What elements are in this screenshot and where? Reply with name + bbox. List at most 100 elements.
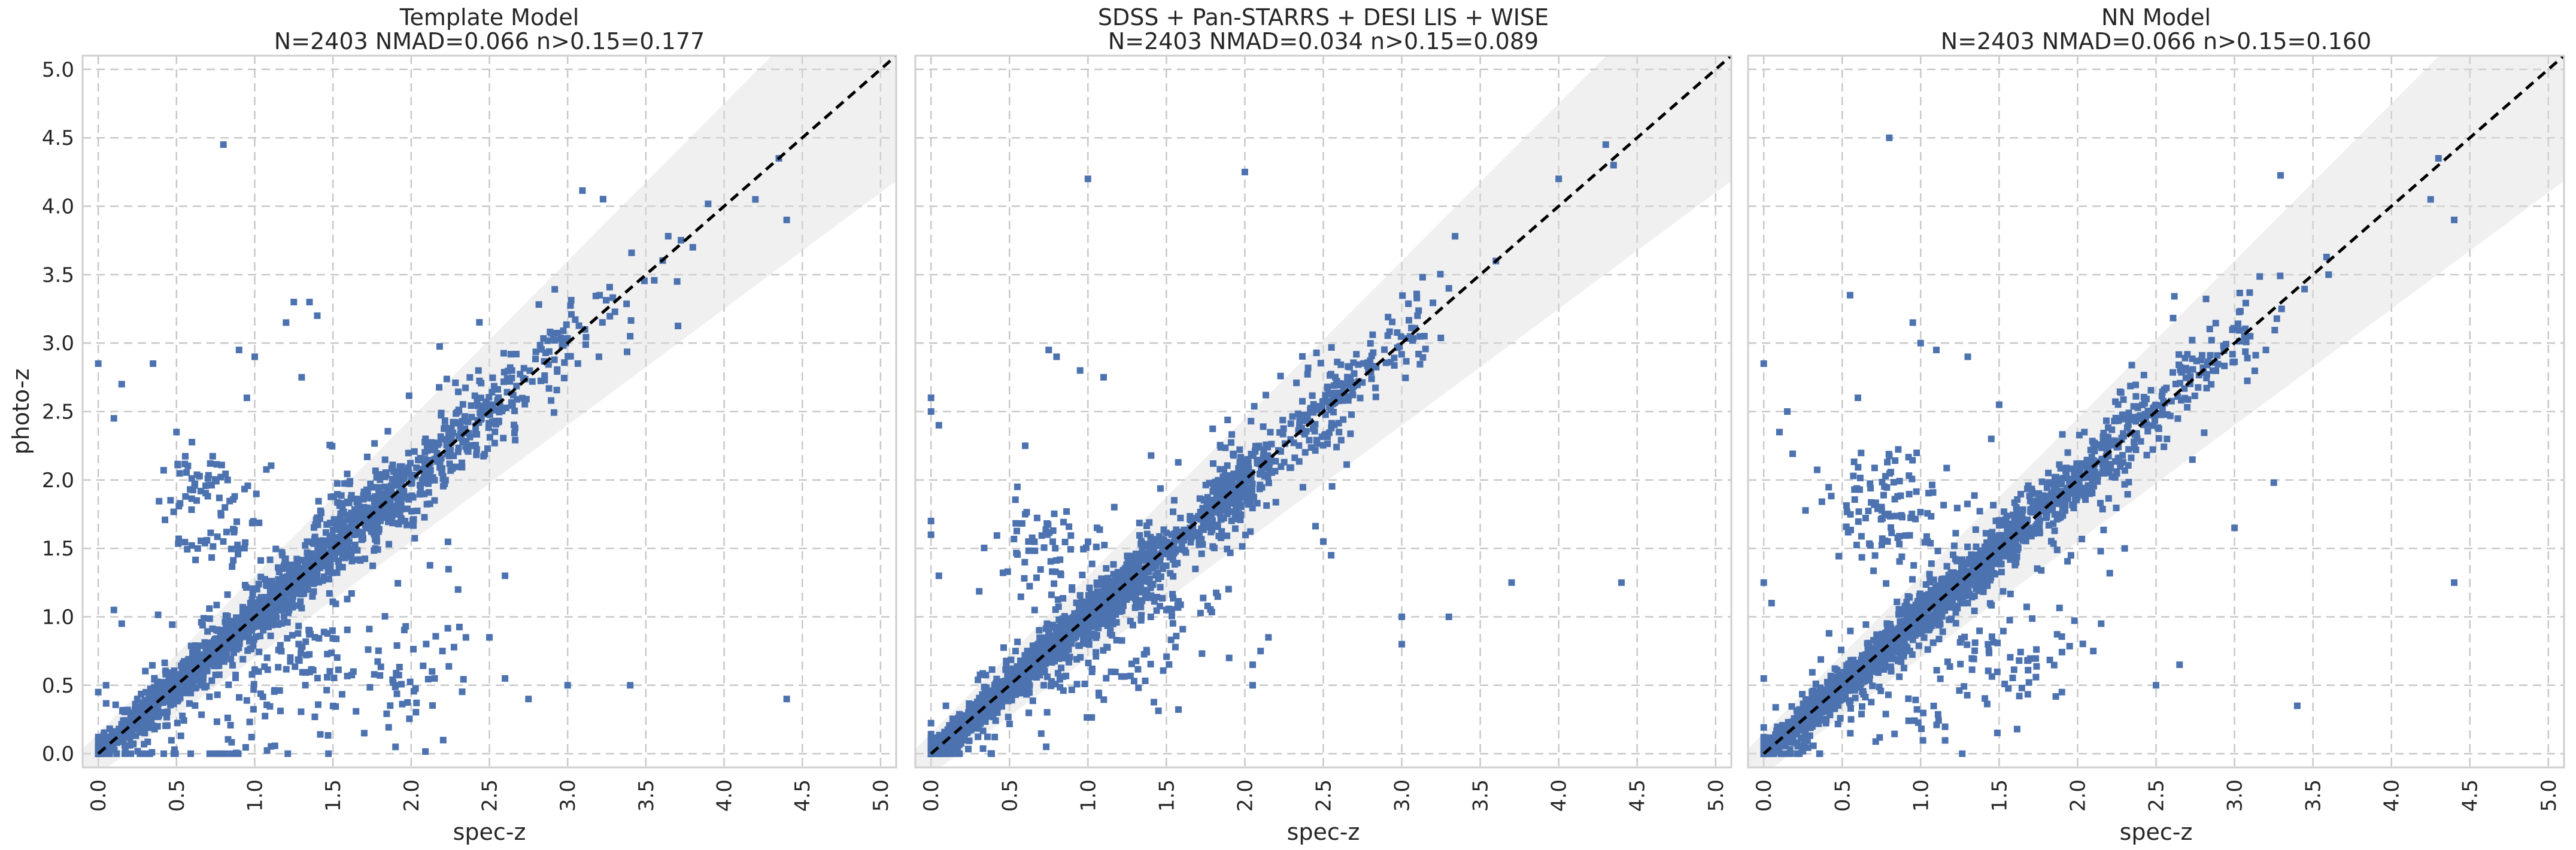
scatter-point bbox=[244, 482, 251, 490]
scatter-point bbox=[1304, 411, 1311, 418]
scatter-point bbox=[1043, 743, 1050, 751]
scatter-point bbox=[118, 381, 125, 388]
scatter-point bbox=[957, 739, 963, 746]
scatter-point bbox=[1085, 538, 1091, 545]
scatter-point bbox=[1006, 720, 1013, 727]
scatter-point bbox=[1081, 681, 1088, 687]
scatter-point bbox=[162, 516, 169, 523]
scatter-point bbox=[1419, 354, 1427, 361]
scatter-point bbox=[1276, 429, 1284, 436]
scatter-point bbox=[146, 750, 153, 757]
scatter-point bbox=[324, 732, 332, 739]
scatter-point bbox=[296, 657, 303, 664]
scatter-point bbox=[1123, 596, 1130, 603]
scatter-point bbox=[372, 493, 379, 500]
scatter-point bbox=[263, 747, 271, 754]
scatter-point bbox=[609, 294, 617, 301]
scatter-point bbox=[1065, 658, 1072, 666]
scatter-point bbox=[173, 429, 180, 436]
scatter-point bbox=[171, 746, 178, 753]
scatter-point bbox=[268, 582, 275, 589]
scatter-point bbox=[946, 728, 953, 736]
scatter-point bbox=[1052, 606, 1059, 613]
scatter-point bbox=[200, 615, 207, 622]
scatter-point bbox=[295, 630, 302, 637]
scatter-point bbox=[1093, 652, 1100, 660]
scatter-point bbox=[992, 680, 999, 687]
scatter-point bbox=[1156, 603, 1163, 610]
scatter-point bbox=[1103, 675, 1110, 682]
scatter-point bbox=[1160, 667, 1167, 674]
scatter-point bbox=[182, 453, 189, 460]
scatter-point bbox=[208, 644, 216, 651]
scatter-point bbox=[317, 731, 324, 738]
scatter-point bbox=[457, 430, 464, 438]
scatter-point bbox=[511, 429, 518, 436]
scatter-point bbox=[459, 459, 465, 466]
scatter-point bbox=[627, 317, 635, 324]
scatter-point bbox=[138, 728, 145, 736]
scatter-point bbox=[350, 668, 357, 675]
scatter-point bbox=[1324, 383, 1331, 390]
scatter-point bbox=[371, 440, 378, 447]
scatter-point bbox=[417, 467, 424, 473]
scatter-point bbox=[181, 460, 189, 468]
scatter-point bbox=[296, 566, 304, 573]
scatter-point bbox=[183, 676, 190, 683]
scatter-point bbox=[468, 414, 475, 421]
scatter-point bbox=[1272, 499, 1279, 506]
scatter-point bbox=[979, 712, 987, 720]
scatter-point bbox=[532, 356, 539, 363]
scatter-point bbox=[212, 750, 219, 757]
scatter-point bbox=[189, 647, 196, 654]
scatter-point bbox=[250, 618, 257, 625]
scatter-point bbox=[198, 711, 205, 718]
scatter-point bbox=[310, 588, 317, 595]
scatter-point bbox=[268, 462, 275, 469]
scatter-point bbox=[1312, 421, 1319, 428]
plot-frame bbox=[81, 54, 897, 769]
scatter-point bbox=[246, 718, 253, 725]
scatter-point bbox=[320, 573, 327, 580]
scatter-point bbox=[213, 602, 220, 609]
scatter-point bbox=[1108, 591, 1115, 598]
scatter-point bbox=[439, 475, 447, 482]
scatter-point bbox=[348, 557, 356, 564]
scatter-point bbox=[464, 447, 471, 454]
scatter-point bbox=[317, 538, 323, 545]
scatter-point bbox=[211, 658, 219, 665]
scatter-point bbox=[1167, 636, 1175, 643]
scatter-point bbox=[1369, 331, 1376, 338]
scatter-point bbox=[211, 649, 219, 656]
scatter-point bbox=[197, 682, 204, 689]
scatter-point bbox=[1228, 431, 1236, 438]
scatter-point bbox=[934, 742, 942, 749]
scatter-point bbox=[1102, 587, 1109, 594]
scatter-point bbox=[486, 434, 493, 441]
scatter-point bbox=[423, 640, 430, 648]
scatter-point bbox=[175, 535, 182, 542]
scatter-point bbox=[982, 718, 989, 725]
scatter-point bbox=[1082, 611, 1089, 618]
y-tick-label: 2.0 bbox=[42, 469, 74, 493]
scatter-point bbox=[289, 603, 296, 611]
scatter-point bbox=[933, 734, 940, 742]
scatter-point bbox=[992, 717, 999, 724]
scatter-point bbox=[262, 712, 269, 720]
scatter-point bbox=[403, 505, 411, 512]
scatter-point bbox=[327, 543, 335, 550]
scatter-point bbox=[1403, 358, 1410, 365]
scatter-point bbox=[396, 489, 403, 496]
scatter-point bbox=[160, 467, 167, 474]
scatter-point bbox=[162, 670, 169, 678]
scatter-point bbox=[976, 671, 984, 678]
scatter-point bbox=[171, 697, 178, 704]
scatter-point bbox=[1267, 429, 1274, 436]
scatter-point bbox=[1060, 654, 1067, 661]
scatter-point bbox=[1224, 417, 1231, 423]
scatter-point bbox=[1114, 569, 1121, 576]
scatter-point bbox=[1279, 417, 1287, 424]
scatter-point bbox=[1290, 439, 1297, 447]
scatter-point bbox=[275, 664, 282, 671]
scatter-point bbox=[1079, 572, 1086, 578]
